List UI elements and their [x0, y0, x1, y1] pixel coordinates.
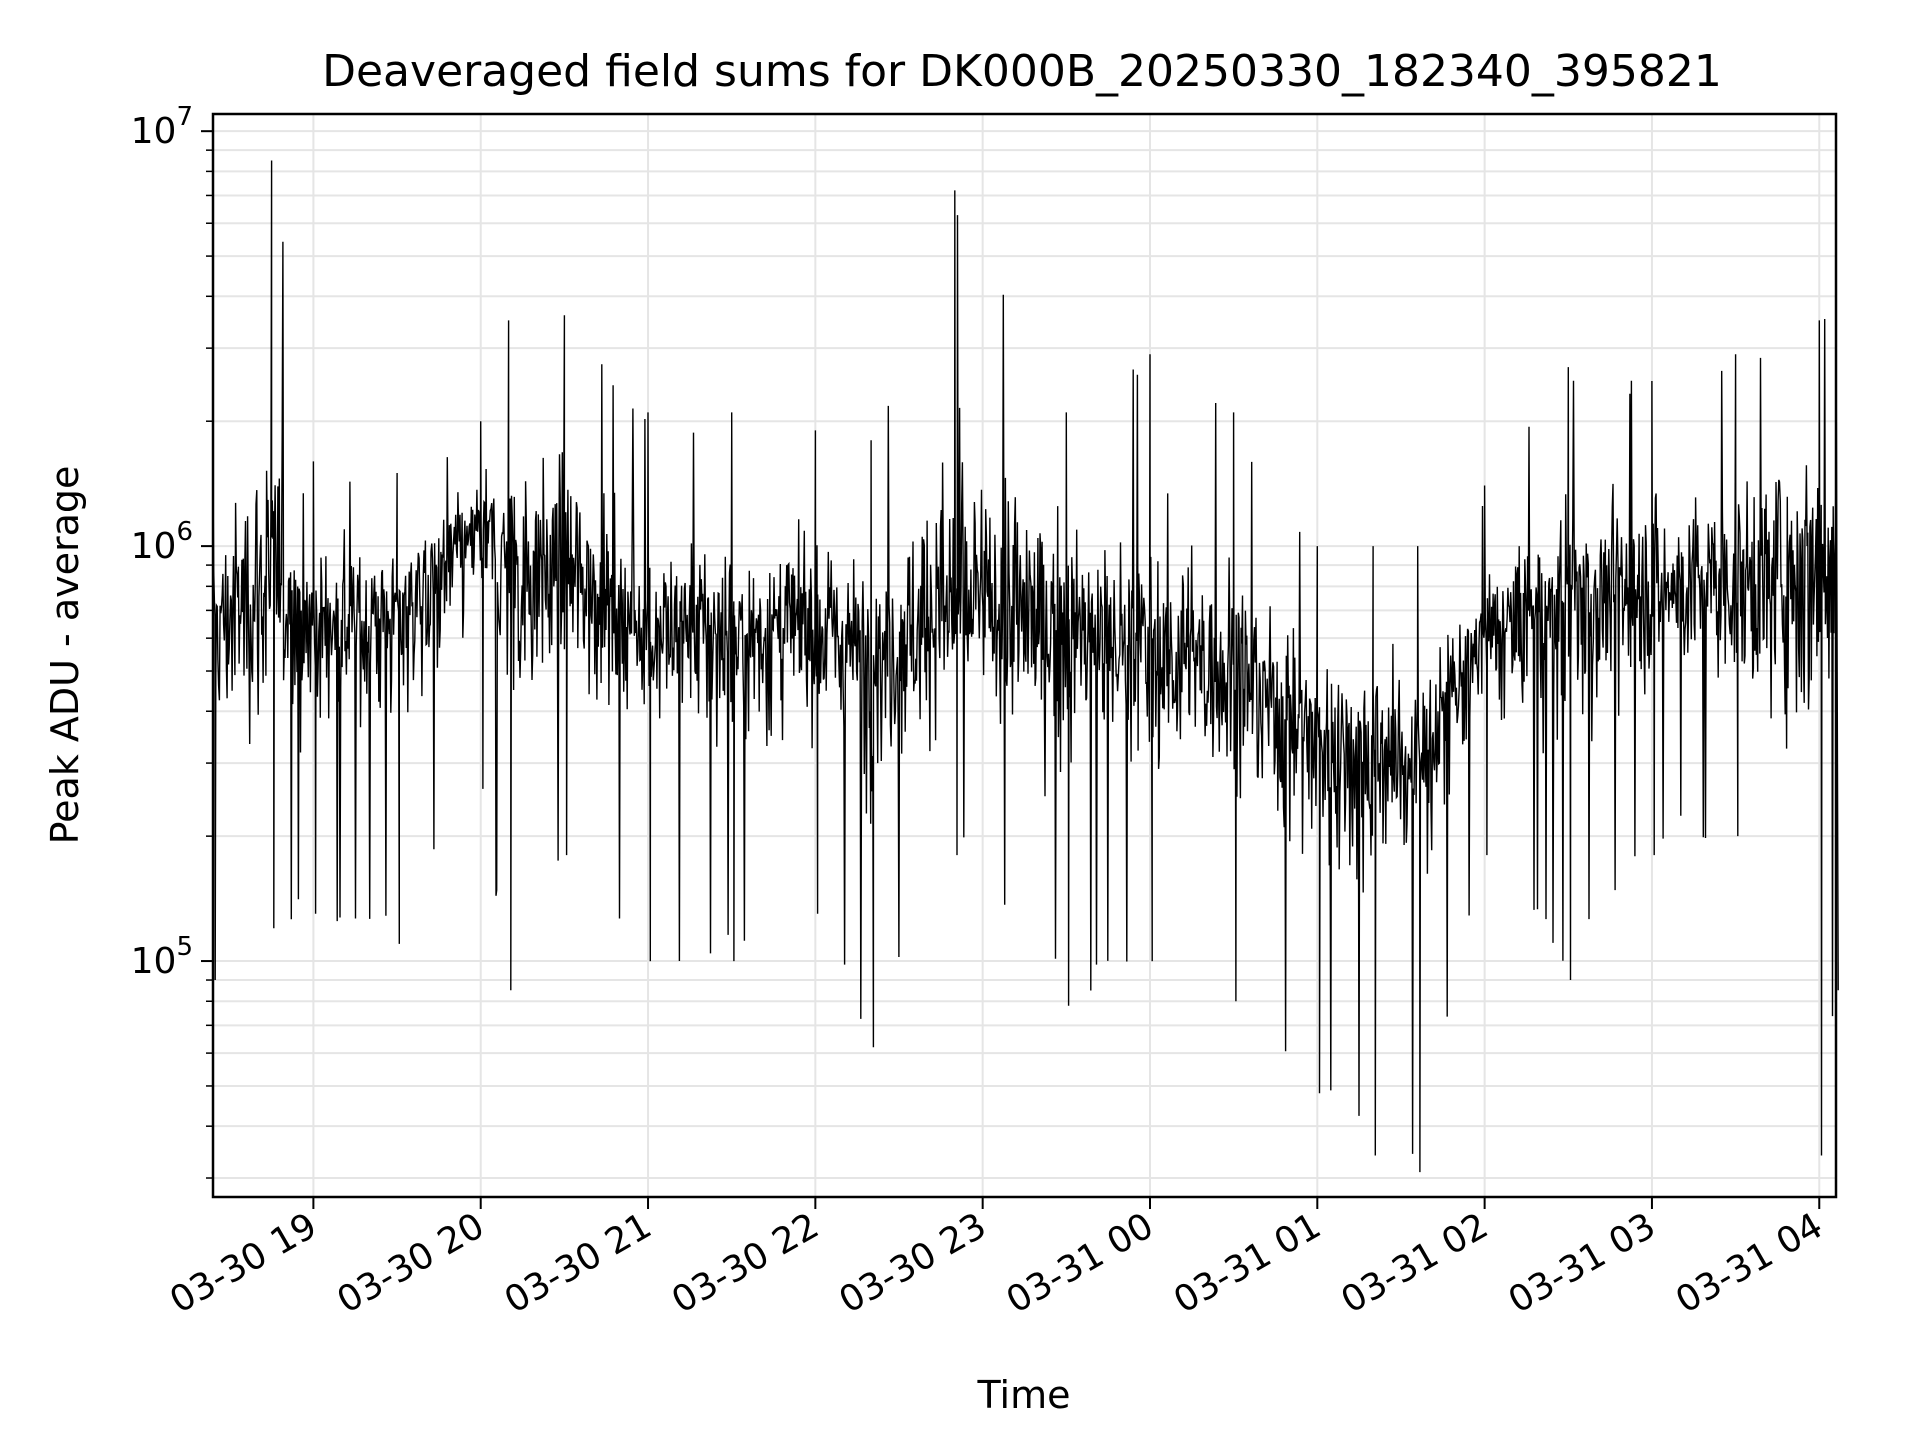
y-tick-label: 105 [131, 932, 193, 982]
x-tick-label: 03-31 00 [1000, 1205, 1161, 1321]
y-tick-label: 106 [131, 517, 193, 567]
series-group [212, 160, 1839, 1173]
y-axis-label: Peak ADU - average [43, 466, 87, 845]
y-tick-label: 107 [131, 102, 193, 152]
y-axis: 105 106 107 [131, 102, 213, 1179]
x-tick-label: 03-30 23 [832, 1205, 993, 1321]
x-tick-label: 03-30 22 [665, 1205, 826, 1321]
x-axis: 03-30 19 03-30 20 03-30 21 03-30 22 03-30 23… [163, 1197, 1830, 1322]
x-tick-label: 03-31 02 [1334, 1205, 1495, 1321]
x-tick-label: 03-31 01 [1167, 1205, 1328, 1321]
series-line [212, 160, 1839, 1173]
x-tick-label: 03-30 19 [163, 1205, 324, 1321]
chart-title: Deaveraged field sums for DK000B_2025033… [322, 46, 1722, 97]
x-tick-label: 03-31 03 [1502, 1205, 1663, 1321]
x-tick-label: 03-30 21 [498, 1205, 659, 1321]
x-tick-label: 03-31 04 [1669, 1205, 1830, 1321]
x-axis-label: Time [977, 1373, 1071, 1417]
plot-frame [211, 112, 1838, 1199]
x-tick-label: 03-30 20 [331, 1205, 492, 1321]
